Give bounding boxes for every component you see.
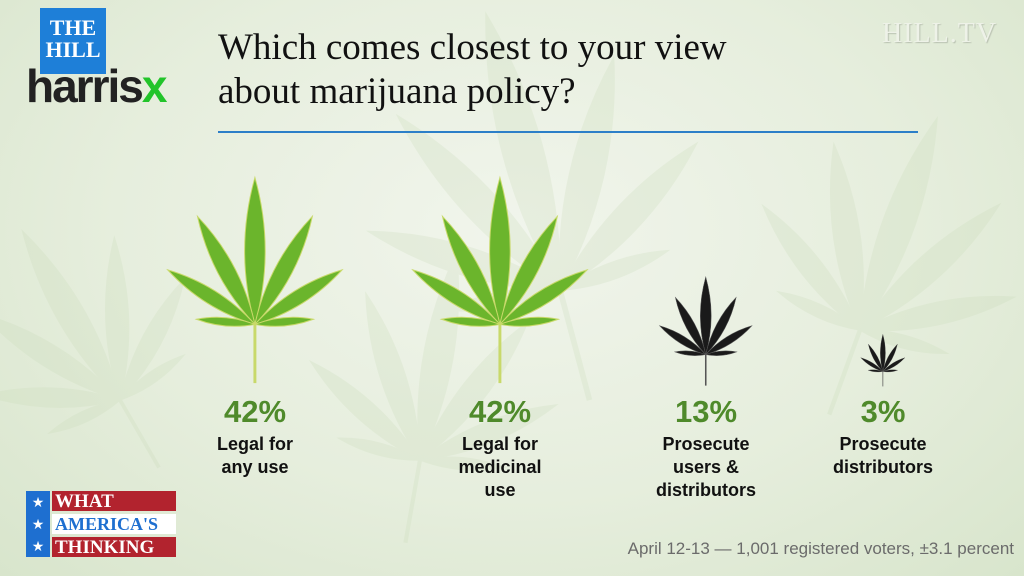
category-4: 3% Prosecute distributors [793,395,973,479]
category-label: Legal for any use [216,434,293,477]
badge-line-3: THINKING [52,537,176,557]
cannabis-leaf-icon [411,175,589,384]
category-2: 42% Legal for medicinal use [410,395,590,502]
category-label: Prosecute users & distributors [655,434,756,500]
x-text: x [141,60,168,112]
star-icons: ★ ★ ★ [26,491,50,557]
cannabis-leaf-icon [659,275,753,386]
percent-label: 3% [860,394,906,429]
survey-footnote: April 12-13 — 1,001 registered voters, ±… [627,539,1014,558]
chart-title: Which comes closest to your view about m… [218,26,727,114]
percent-label: 13% [674,394,738,429]
cannabis-leaf-icon [166,175,344,384]
category-label: Prosecute distributors [832,434,933,477]
percent-label: 42% [223,394,287,429]
the-hill-logo-text: THE HILL [45,15,101,62]
title-line-2: about marijuana policy? [218,71,576,112]
category-3: 13% Prosecute users & distributors [616,395,796,502]
hilltv-watermark: HILL.TV [882,18,998,49]
background-leaf [308,250,559,544]
what-americas-thinking-badge: ★ ★ ★ WHAT AMERICA'S THINKING [26,491,176,557]
the-hill-logo: THE HILL [40,8,106,74]
category-label: Legal for medicinal use [458,434,542,500]
harrisx-logo: harrisx [26,60,168,112]
cannabis-leaf-icon [860,334,906,387]
title-divider [218,131,918,133]
background-leaf [0,229,186,469]
category-1: 42% Legal for any use [165,395,345,479]
harris-text: harris [26,60,144,112]
badge-line-2: AMERICA'S [52,514,176,534]
percent-label: 42% [468,394,532,429]
background-leaf [761,115,1017,416]
title-line-1: Which comes closest to your view [218,27,727,68]
badge-line-1: WHAT [52,491,176,511]
